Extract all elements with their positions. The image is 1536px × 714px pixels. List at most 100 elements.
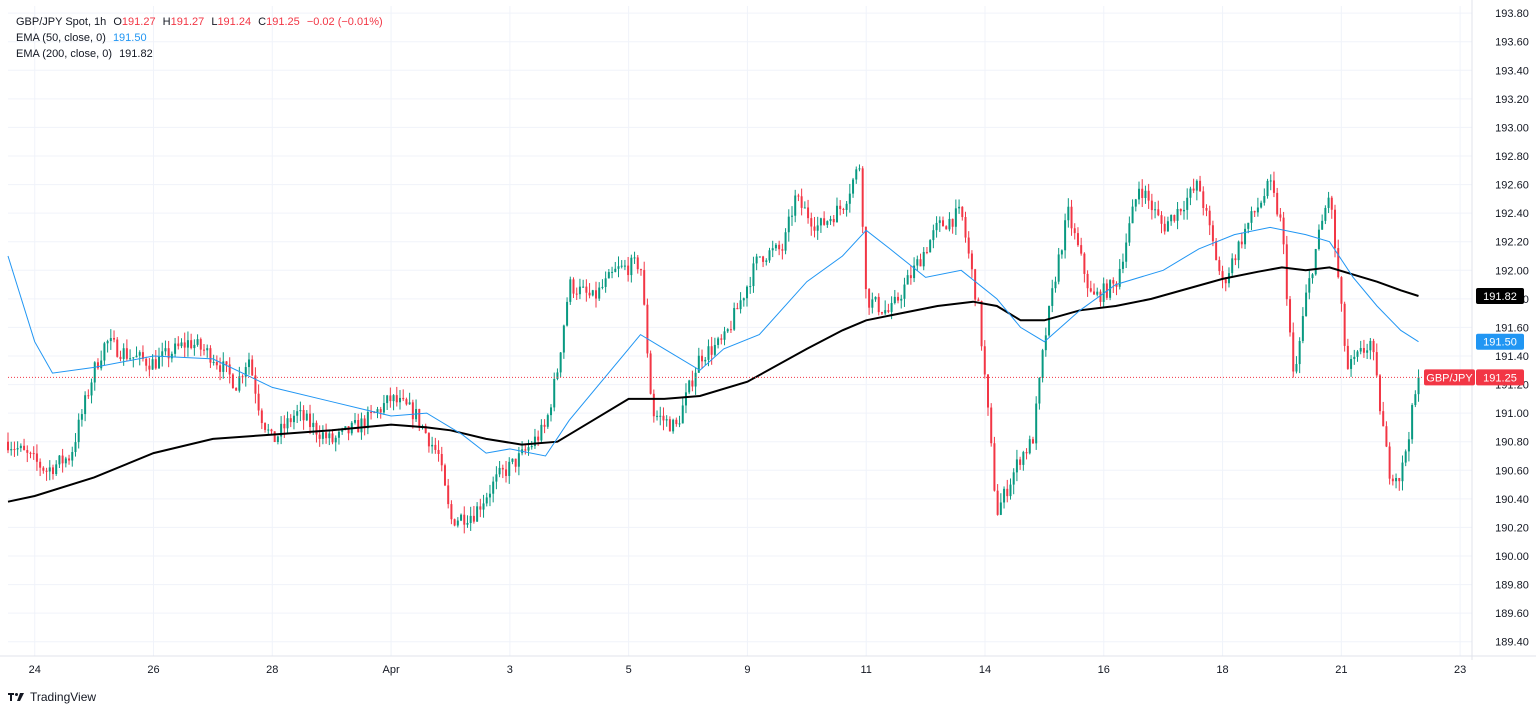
candle-body bbox=[816, 225, 819, 231]
candle-body bbox=[48, 467, 51, 472]
candle-body bbox=[607, 272, 610, 279]
candle-body bbox=[392, 395, 395, 402]
candle-body bbox=[1041, 350, 1044, 378]
candle-body bbox=[556, 372, 559, 379]
candle-body bbox=[164, 348, 167, 352]
candle-body bbox=[697, 355, 700, 373]
x-tick-label: 11 bbox=[860, 664, 871, 676]
candle-body bbox=[1256, 207, 1259, 213]
candle-body bbox=[183, 342, 186, 348]
candle-body bbox=[260, 410, 263, 424]
y-tick-label: 192.20 bbox=[1495, 237, 1529, 249]
candle-body bbox=[598, 287, 601, 299]
y-tick-label: 192.40 bbox=[1495, 208, 1529, 220]
ema200-legend-value: 191.82 bbox=[119, 48, 153, 60]
candle-body bbox=[1067, 206, 1070, 221]
candle-body bbox=[1385, 426, 1388, 447]
candle-body bbox=[1334, 209, 1337, 249]
ema50-legend-value: 191.50 bbox=[112, 32, 147, 44]
candle-body bbox=[639, 269, 642, 271]
candle-body bbox=[778, 244, 781, 250]
symbol-label[interactable]: GBP/JPY Spot, 1h bbox=[16, 16, 107, 28]
candle-body bbox=[961, 206, 964, 218]
candle-body bbox=[1157, 209, 1160, 216]
candle-body bbox=[199, 339, 202, 350]
candle-body bbox=[839, 205, 842, 210]
change-value: −0.02 (−0.01%) bbox=[306, 16, 383, 28]
candle-body bbox=[736, 307, 739, 310]
ema50-legend-row[interactable]: EMA (50, close, 0) 191.50 bbox=[16, 30, 383, 46]
candle-body bbox=[1028, 439, 1031, 454]
candle-body bbox=[553, 378, 556, 408]
candle-body bbox=[848, 193, 851, 204]
candle-body bbox=[1160, 215, 1163, 224]
candle-body bbox=[456, 520, 459, 526]
candle-body bbox=[550, 407, 553, 416]
last-price-badge-box bbox=[1476, 369, 1524, 386]
candle-body bbox=[932, 230, 935, 241]
candle-body bbox=[893, 296, 896, 304]
candle-body bbox=[466, 522, 469, 525]
candle-body bbox=[485, 497, 488, 504]
ema200-legend-row[interactable]: EMA (200, close, 0) 191.82 bbox=[16, 46, 383, 62]
candle-body bbox=[167, 348, 170, 359]
y-tick-label: 190.60 bbox=[1495, 465, 1529, 477]
y-tick-label: 192.60 bbox=[1495, 180, 1529, 192]
candle-body bbox=[244, 367, 247, 377]
candle-body bbox=[158, 356, 161, 369]
candle-body bbox=[1202, 191, 1205, 208]
candle-body bbox=[999, 502, 1002, 515]
candle-body bbox=[974, 269, 977, 300]
candle-body bbox=[366, 411, 369, 429]
candle-body bbox=[1301, 316, 1304, 341]
x-tick-label: 28 bbox=[266, 664, 278, 676]
candlestick-series bbox=[7, 164, 1420, 534]
candle-body bbox=[1292, 332, 1295, 372]
candle-body bbox=[720, 338, 723, 340]
candle-body bbox=[861, 168, 864, 227]
candle-body bbox=[447, 485, 450, 505]
tradingview-logo[interactable]: TradingView bbox=[8, 690, 96, 704]
candle-body bbox=[42, 467, 45, 471]
candle-body bbox=[672, 419, 675, 432]
candle-body bbox=[267, 429, 270, 431]
candle-body bbox=[373, 412, 376, 414]
candle-body bbox=[826, 221, 829, 225]
candle-body bbox=[1324, 207, 1327, 221]
candle-body bbox=[668, 419, 671, 432]
candle-body bbox=[630, 257, 633, 276]
candle-body bbox=[1138, 188, 1141, 200]
candle-body bbox=[135, 355, 138, 358]
candle-body bbox=[19, 445, 22, 449]
y-tick-label: 193.80 bbox=[1495, 8, 1529, 20]
candle-body bbox=[1279, 214, 1282, 218]
candle-body bbox=[694, 372, 697, 387]
y-tick-label: 189.60 bbox=[1495, 608, 1529, 620]
candle-body bbox=[726, 329, 729, 332]
candle-body bbox=[993, 443, 996, 491]
high-value: 191.27 bbox=[170, 16, 205, 28]
candle-body bbox=[206, 348, 209, 351]
candle-body bbox=[1199, 180, 1202, 192]
candle-body bbox=[1366, 350, 1369, 353]
candle-body bbox=[241, 376, 244, 378]
candle-body bbox=[251, 359, 254, 376]
candle-body bbox=[517, 453, 520, 467]
candle-body bbox=[771, 248, 774, 251]
candle-body bbox=[1051, 288, 1054, 306]
candle-body bbox=[247, 359, 250, 368]
candle-body bbox=[659, 415, 662, 417]
candle-body bbox=[765, 260, 768, 262]
candle-body bbox=[900, 298, 903, 301]
candle-body bbox=[784, 232, 787, 251]
candle-body bbox=[315, 422, 318, 435]
candle-body bbox=[1388, 446, 1391, 479]
candle-body bbox=[742, 298, 745, 301]
candle-body bbox=[1060, 250, 1063, 255]
candle-body bbox=[537, 436, 540, 441]
candle-body bbox=[318, 434, 321, 439]
candle-body bbox=[334, 437, 337, 443]
candle-body bbox=[129, 358, 132, 360]
candle-body bbox=[161, 351, 164, 357]
